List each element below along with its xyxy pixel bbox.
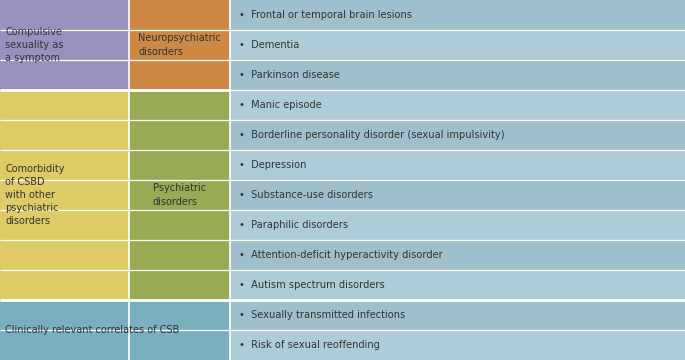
Bar (230, 90, 685, 120)
Text: •  Frontal or temporal brain lesions: • Frontal or temporal brain lesions (239, 10, 412, 20)
Bar (230, 240, 685, 270)
Bar (230, 210, 685, 240)
Bar (230, 0, 685, 30)
Bar (230, 60, 685, 90)
Bar (129, 0, 230, 90)
Bar (230, 300, 685, 330)
Bar (129, 90, 230, 300)
Bar (230, 120, 685, 150)
Text: •  Sexually transmitted infections: • Sexually transmitted infections (239, 310, 406, 320)
Bar (0, 90, 129, 300)
Text: •  Parkinson disease: • Parkinson disease (239, 70, 340, 80)
Bar (230, 330, 685, 360)
Text: Clinically relevant correlates of CSB: Clinically relevant correlates of CSB (5, 325, 179, 335)
Text: Neuropsychiatric
disorders: Neuropsychiatric disorders (138, 33, 221, 57)
Bar (230, 180, 685, 210)
Text: •  Attention-deficit hyperactivity disorder: • Attention-deficit hyperactivity disord… (239, 250, 443, 260)
Text: •  Manic episode: • Manic episode (239, 100, 322, 110)
Text: •  Substance-use disorders: • Substance-use disorders (239, 190, 373, 200)
Text: •  Dementia: • Dementia (239, 40, 299, 50)
Text: •  Paraphilic disorders: • Paraphilic disorders (239, 220, 348, 230)
Bar (230, 30, 685, 60)
Bar (230, 270, 685, 300)
Text: Psychiatric
disorders: Psychiatric disorders (153, 183, 206, 207)
Text: Comorbidity
of CSBD
with other
psychiatric
disorders: Comorbidity of CSBD with other psychiatr… (5, 163, 65, 226)
Bar (0, 0, 129, 90)
Bar (129, 300, 230, 360)
Text: •  Autism spectrum disorders: • Autism spectrum disorders (239, 280, 385, 290)
Text: •  Borderline personality disorder (sexual impulsivity): • Borderline personality disorder (sexua… (239, 130, 505, 140)
Bar (230, 150, 685, 180)
Text: •  Risk of sexual reoffending: • Risk of sexual reoffending (239, 340, 380, 350)
Text: •  Depression: • Depression (239, 160, 306, 170)
Bar (0, 300, 129, 360)
Text: Compulsive
sexuality as
a symptom: Compulsive sexuality as a symptom (5, 27, 64, 63)
